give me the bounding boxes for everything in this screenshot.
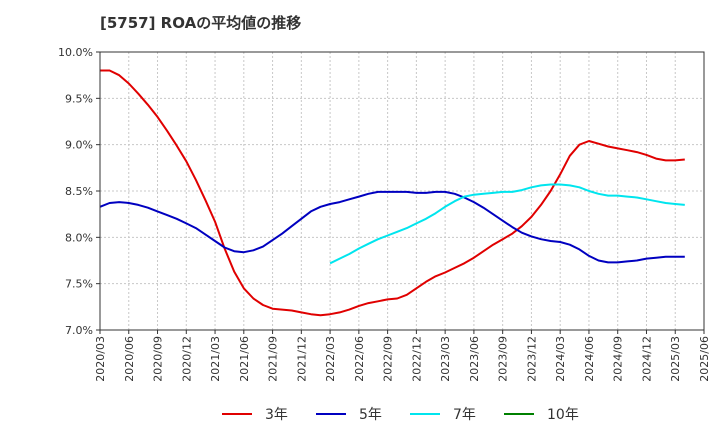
x-tick-label: 2020/09	[152, 336, 165, 382]
x-tick-label: 2021/06	[238, 336, 251, 382]
x-tick-label: 2022/03	[324, 336, 337, 382]
x-tick-label: 2022/12	[410, 336, 423, 382]
x-tick-label: 2023/06	[468, 336, 481, 382]
series-line-3年	[100, 69, 685, 317]
y-tick-label: 7.0%	[65, 324, 93, 337]
series-layer	[99, 69, 685, 317]
x-tick-label: 2024/12	[640, 336, 653, 382]
series-line-7年	[329, 183, 685, 265]
x-tick-label: 2023/12	[525, 336, 538, 382]
x-tick-label: 2023/09	[497, 336, 510, 382]
y-tick-label: 8.0%	[65, 231, 93, 244]
x-tick-label: 2024/03	[554, 336, 567, 382]
series-line-5年	[99, 190, 685, 264]
x-tick-label: 2020/12	[180, 336, 193, 382]
x-tick-label: 2021/12	[295, 336, 308, 382]
legend: 3年 5年 7年 10年	[222, 407, 579, 423]
x-tick-label: 2020/03	[94, 336, 107, 382]
legend-label: 7年	[453, 407, 476, 423]
x-tick-label: 2022/06	[353, 336, 366, 382]
x-tick-label: 2025/03	[669, 336, 682, 382]
x-tick-label: 2024/09	[612, 336, 625, 382]
x-tick-label: 2021/03	[209, 336, 222, 382]
y-tick-label: 9.0%	[65, 139, 93, 152]
legend-label: 10年	[547, 407, 579, 423]
legend-label: 5年	[359, 407, 382, 423]
plot-frame	[99, 51, 705, 331]
chart-title: [5757] ROAの平均値の推移	[100, 14, 302, 32]
y-tick-label: 8.5%	[65, 185, 93, 198]
y-tick-label: 10.0%	[58, 46, 93, 59]
x-tick-label: 2022/09	[382, 336, 395, 382]
legend-label: 3年	[265, 407, 288, 423]
x-tick-label: 2020/06	[123, 336, 136, 382]
x-tick-label: 2021/09	[267, 336, 280, 382]
y-tick-label: 9.5%	[65, 92, 93, 105]
y-tick-label: 7.5%	[65, 278, 93, 291]
x-axis: 2020/03 2020/06 2020/09 2020/12 2021/03 2021/…	[94, 330, 711, 382]
x-tick-label: 2023/03	[439, 336, 452, 382]
y-axis: 7.0% 7.5% 8.0% 8.5% 9.0% 9.5% 10.0%	[58, 46, 100, 337]
x-tick-label: 2025/06	[698, 336, 711, 382]
x-tick-label: 2024/06	[583, 336, 596, 382]
